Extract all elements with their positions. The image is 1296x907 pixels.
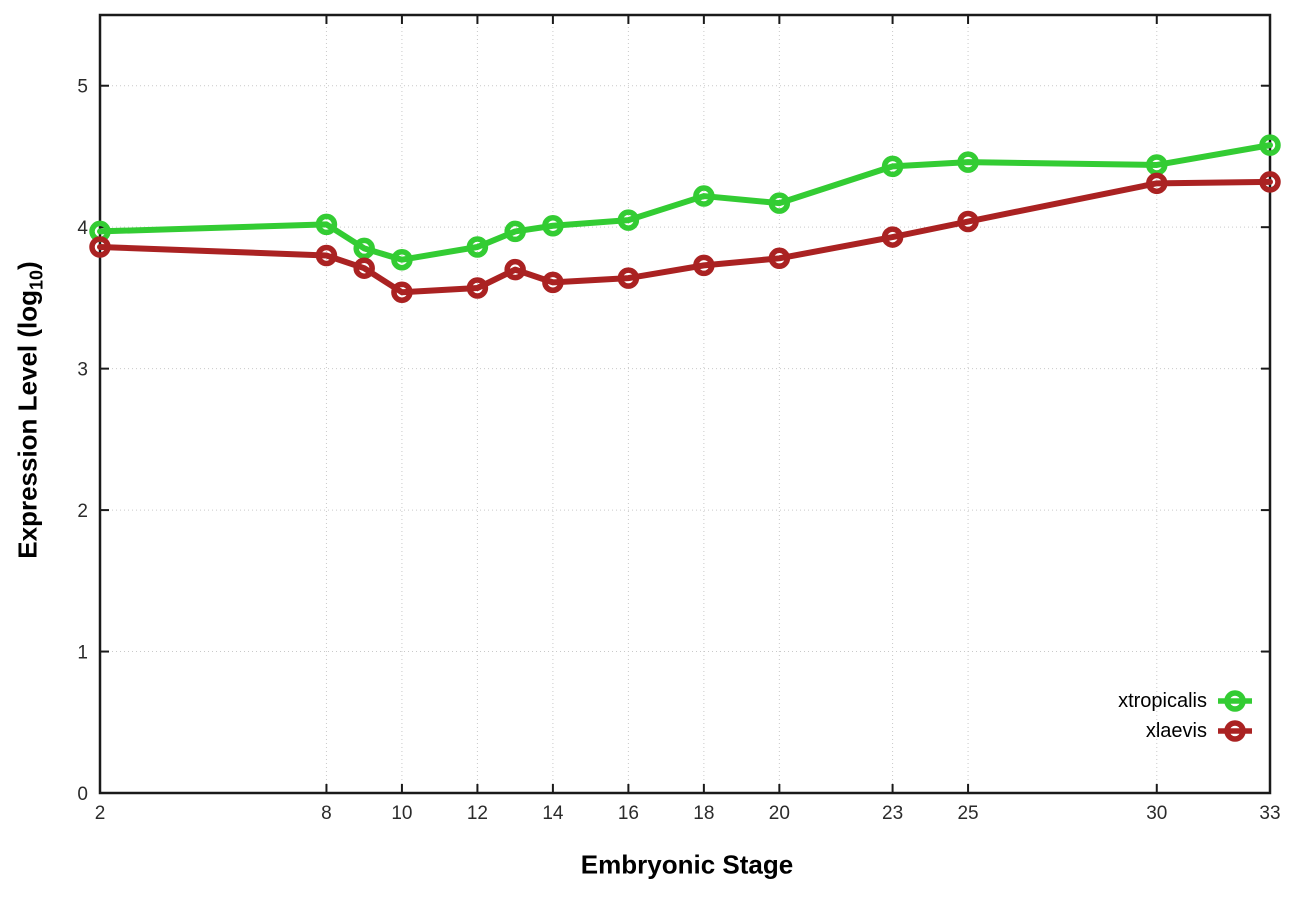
x-tick-label: 16 [618, 803, 639, 824]
data-point-xtropicalis [353, 237, 375, 260]
y-axis-label-text: Expression Level (log [12, 289, 43, 559]
x-tick-label: 18 [693, 803, 714, 824]
data-point-xtropicalis [768, 192, 791, 214]
legend-label-xtropicalis: xtropicalis [1118, 690, 1207, 712]
legend: xtropicalis xlaevis [1118, 688, 1254, 744]
x-axis-label: Embryonic Stage [580, 849, 794, 880]
data-point-xlaevis [391, 281, 413, 304]
data-point-xtropicalis [1259, 134, 1281, 156]
x-tick-label: 25 [957, 803, 978, 824]
legend-item-xlaevis: xlaevis [1146, 718, 1254, 744]
data-point-xtropicalis [617, 209, 640, 231]
data-point-xlaevis [1146, 172, 1168, 195]
y-axis-label-subscript: 10 [26, 269, 47, 290]
data-point-xtropicalis [693, 185, 715, 207]
data-point-xlaevis [617, 267, 640, 289]
data-point-xlaevis [542, 271, 564, 294]
data-point-xtropicalis [957, 151, 979, 173]
data-point-xlaevis [881, 226, 904, 248]
x-tick-label: 2 [95, 803, 106, 824]
data-point-xlaevis [693, 254, 715, 277]
x-tick-label: 20 [769, 803, 790, 824]
legend-label-xlaevis: xlaevis [1145, 720, 1207, 742]
y-tick-label: 5 [77, 77, 88, 98]
y-tick-label: 4 [77, 218, 88, 239]
y-axis-label: Expression Level (log10) [12, 261, 47, 558]
x-tick-label: 23 [882, 803, 903, 824]
data-point-xtropicalis [542, 215, 564, 237]
data-point-xlaevis [1259, 171, 1281, 193]
y-tick-label: 0 [77, 784, 88, 805]
data-point-xlaevis [353, 257, 375, 279]
data-point-xtropicalis [466, 236, 489, 258]
x-tick-label: 33 [1259, 803, 1280, 824]
x-tick-label: 12 [467, 803, 488, 824]
y-axis-label-suffix: ) [12, 261, 43, 270]
data-point-xtropicalis [504, 220, 526, 243]
y-tick-label: 2 [77, 501, 88, 522]
x-tick-label: 10 [391, 803, 412, 824]
data-point-xlaevis [957, 210, 979, 233]
x-tick-label: 14 [542, 803, 564, 824]
series-line-xtropicalis [97, 142, 1273, 263]
data-point-xlaevis [504, 258, 526, 281]
data-point-xlaevis [768, 247, 791, 270]
data-point-xlaevis [466, 277, 489, 299]
data-point-xtropicalis [315, 213, 338, 236]
y-tick-label: 3 [77, 360, 88, 381]
x-tick-label: 30 [1146, 803, 1167, 824]
x-tick-label: 8 [321, 803, 332, 824]
series-line-xlaevis [97, 178, 1273, 296]
data-point-xtropicalis [391, 248, 413, 271]
line-circle-marker-icon [1218, 720, 1252, 742]
data-point-xlaevis [89, 236, 111, 258]
data-point-xtropicalis [881, 155, 904, 178]
y-tick-label: 1 [77, 643, 88, 664]
legend-item-xtropicalis: xtropicalis [1118, 688, 1254, 714]
plot-border [98, 13, 1272, 795]
line-circle-marker-icon [1218, 690, 1252, 712]
data-point-xlaevis [315, 244, 338, 267]
